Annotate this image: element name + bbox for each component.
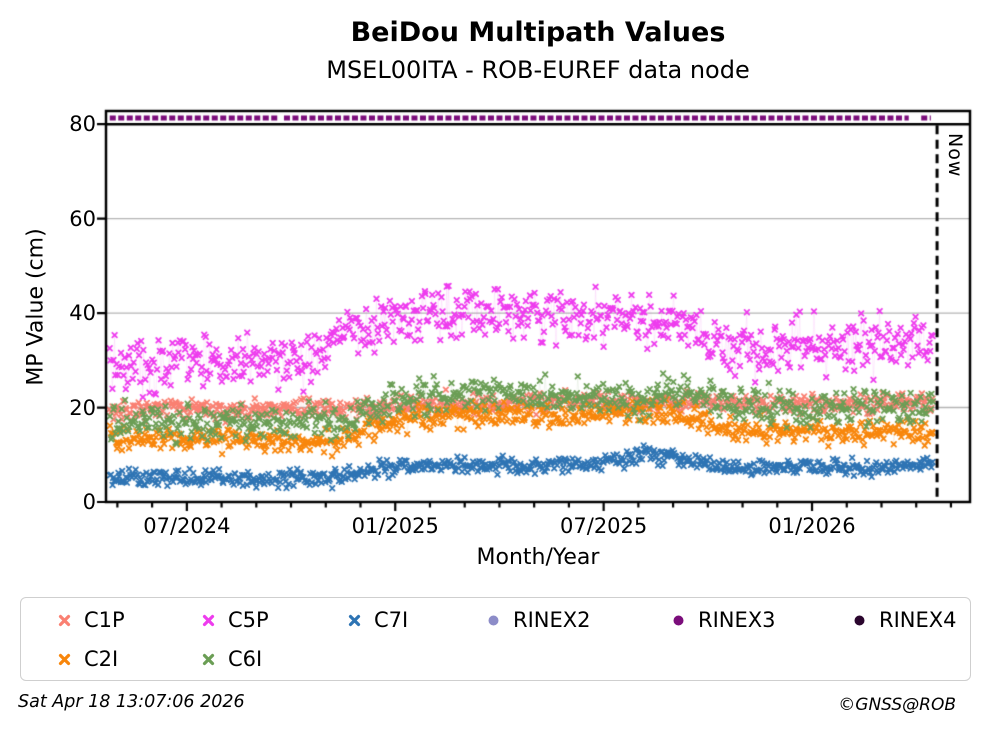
dot-marker-icon (673, 615, 684, 625)
chart-subtitle: MSEL00ITA - ROB-EUREF data node (326, 56, 750, 84)
x-marker-icon (202, 614, 215, 626)
legend-label: C5P (228, 608, 269, 632)
x-axis-label: Month/Year (476, 545, 600, 570)
legend-label: C6I (228, 647, 263, 671)
x-tick-label: 07/2024 (143, 514, 231, 538)
timestamp: Sat Apr 18 13:07:06 2026 (18, 692, 245, 712)
x-marker-icon (58, 653, 71, 665)
plot-canvas (0, 0, 992, 592)
x-tick-label: 01/2025 (351, 514, 439, 538)
y-axis-label: MP Value (cm) (23, 228, 49, 386)
legend-label: RINEX4 (879, 608, 957, 632)
legend-item-c1p: C1P (58, 607, 125, 633)
x-marker-icon (348, 614, 361, 626)
legend-item-c2i: C2I (58, 646, 118, 672)
legend-item-c7i: C7I (348, 607, 408, 633)
y-tick-label: 80 (69, 112, 96, 137)
x-tick-label: 01/2026 (768, 514, 856, 538)
credit: ©GNSS@ROB (838, 695, 956, 715)
x-marker-icon (202, 653, 215, 665)
y-tick-label: 60 (69, 206, 96, 231)
legend: C1P C5P C7I RINEX2 RINEX3 RINEX4 C2I C6I (20, 597, 971, 681)
legend-label: RINEX3 (698, 608, 776, 632)
legend-label: C2I (84, 647, 119, 671)
chart-title: BeiDou Multipath Values (350, 17, 726, 48)
x-tick-label: 07/2025 (560, 514, 648, 538)
y-tick-label: 40 (69, 301, 96, 326)
legend-item-rinex3: RINEX3 (672, 607, 776, 633)
y-tick-label: 20 (69, 395, 96, 420)
legend-item-rinex4: RINEX4 (853, 607, 957, 633)
legend-label: RINEX2 (513, 608, 591, 632)
legend-item-c5p: C5P (202, 607, 269, 633)
dot-marker-icon (488, 615, 499, 625)
legend-label: C1P (84, 608, 125, 632)
legend-item-c6i: C6I (202, 646, 262, 672)
dot-marker-icon (854, 615, 865, 625)
legend-item-rinex2: RINEX2 (487, 607, 591, 633)
legend-label: C7I (374, 608, 409, 632)
y-tick-label: 0 (82, 490, 96, 514)
now-label: Now (944, 133, 966, 178)
x-marker-icon (58, 614, 71, 626)
